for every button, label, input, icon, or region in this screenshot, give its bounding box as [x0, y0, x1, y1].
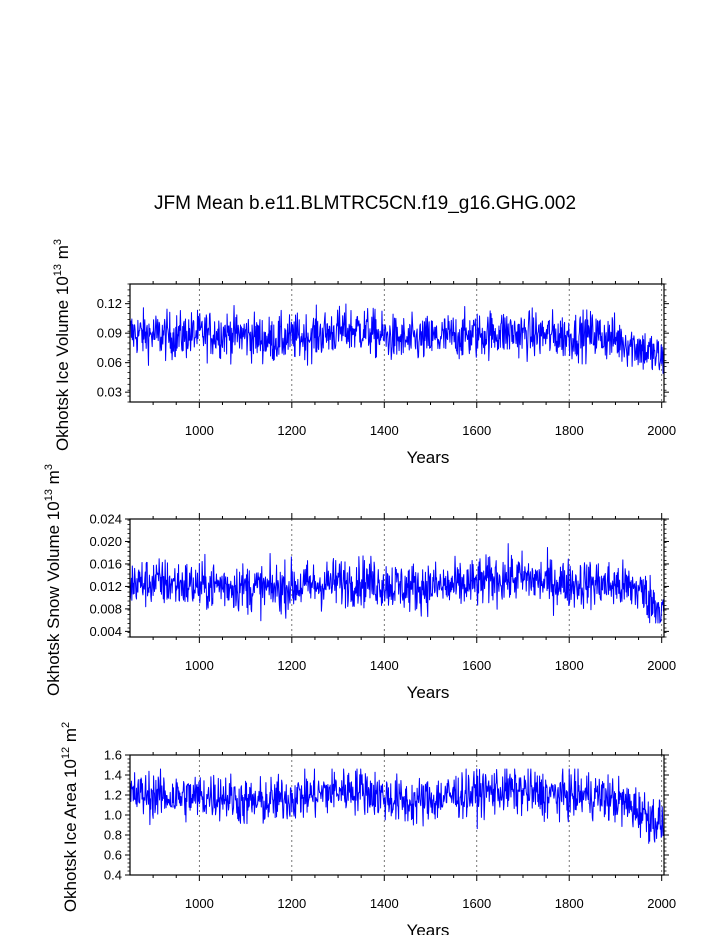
x-tick-label: 1400 [370, 423, 399, 438]
y-axis-label-exponent: 13 [52, 264, 64, 276]
series-line [129, 303, 665, 374]
y-axis-label-unit-exponent: 2 [60, 722, 72, 728]
x-tick-label: 1800 [555, 896, 584, 911]
chart-panel-1: 1000 1200 1400 1600 1800 2000 0.03 0.06 0.09 0.12… [52, 239, 676, 467]
y-axis-label-unit: m [61, 728, 80, 747]
y-tick-label: 0.8 [104, 828, 122, 843]
y-axis-label: Okhotsk Ice Volume 1013 m3 [52, 239, 72, 451]
x-axis-label: Years [407, 683, 450, 702]
x-tick-label: 1200 [277, 896, 306, 911]
x-axis-label: Years [407, 448, 450, 467]
y-axis-label-unit-exponent: 3 [52, 239, 64, 245]
x-tick-label: 2000 [647, 423, 676, 438]
chart-panel-2: 1000 1200 1400 1600 1800 2000 0.004 0.008 0.012 0… [43, 464, 676, 702]
x-tick-label: 1400 [370, 896, 399, 911]
y-tick-label: 0.012 [89, 579, 122, 594]
y-axis-label-unit-exponent: 3 [43, 464, 55, 470]
y-axis-label-main: Okhotsk Ice Volume 10 [53, 276, 72, 451]
y-axis-label-exponent: 12 [60, 747, 72, 759]
figure-title: JFM Mean b.e11.BLMTRC5CN.f19_g16.GHG.002 [154, 193, 576, 214]
y-tick-label: 0.4 [104, 868, 122, 883]
x-tick-label: 2000 [647, 896, 676, 911]
y-tick-label: 1.6 [104, 748, 122, 763]
y-tick-label: 0.12 [97, 296, 122, 311]
y-tick-label: 0.004 [89, 624, 122, 639]
y-tick-label: 0.03 [97, 385, 122, 400]
y-axis-label-exponent: 13 [43, 489, 55, 501]
x-tick-label: 1200 [277, 658, 306, 673]
x-tick-label: 1800 [555, 423, 584, 438]
y-axis-label: Okhotsk Ice Area 1012 m2 [60, 722, 80, 912]
x-tick-label: 1600 [462, 896, 491, 911]
y-axis-label-unit: m [44, 470, 63, 489]
y-tick-label: 0.06 [97, 355, 122, 370]
y-axis-label: Okhotsk Snow Volume 1013 m3 [43, 464, 63, 696]
y-tick-label: 1.0 [104, 808, 122, 823]
y-tick-label: 0.09 [97, 326, 122, 341]
y-tick-label: 0.008 [89, 601, 122, 616]
plot-frame [129, 754, 665, 876]
series-line [129, 768, 665, 844]
y-tick-label: 0.024 [89, 512, 122, 527]
x-tick-label: 1600 [462, 423, 491, 438]
x-tick-label: 1800 [555, 658, 584, 673]
y-tick-label: 0.6 [104, 848, 122, 863]
y-tick-label: 0.020 [89, 534, 122, 549]
chart-panel-3: 1000 1200 1400 1600 1800 2000 0.4 0.6 0.8 1.0 1.2 1… [60, 722, 676, 935]
x-tick-label: 1000 [185, 423, 214, 438]
y-tick-label: 1.2 [104, 788, 122, 803]
y-axis-label-unit: m [53, 245, 72, 264]
plot-frame [129, 518, 665, 638]
x-tick-label: 1000 [185, 658, 214, 673]
x-tick-label: 1600 [462, 658, 491, 673]
panels: 1000 1200 1400 1600 1800 2000 0.03 0.06 0.09 0.12… [43, 239, 676, 935]
y-tick-label: 1.4 [104, 768, 122, 783]
y-axis-label-main: Okhotsk Ice Area 10 [61, 759, 80, 912]
y-tick-label: 0.016 [89, 556, 122, 571]
x-tick-label: 1000 [185, 896, 214, 911]
x-tick-label: 1200 [277, 423, 306, 438]
x-axis-label: Years [407, 921, 450, 935]
series-line [129, 543, 665, 624]
y-axis-label-main: Okhotsk Snow Volume 10 [44, 501, 63, 696]
x-tick-label: 2000 [647, 658, 676, 673]
x-tick-label: 1400 [370, 658, 399, 673]
